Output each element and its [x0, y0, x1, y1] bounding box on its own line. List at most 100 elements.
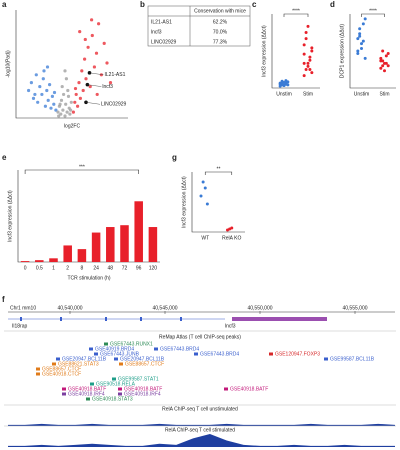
peak-label: GSE40919.BRD4 [95, 346, 134, 352]
peak [89, 347, 93, 351]
panel-label: e [2, 153, 7, 162]
point [302, 43, 306, 47]
point [381, 49, 385, 53]
point-label: IL21-AS1 [105, 72, 126, 78]
point [59, 98, 64, 102]
peak [114, 357, 118, 361]
point [58, 102, 62, 106]
point [66, 94, 71, 98]
x-tick-label: WT [201, 235, 209, 241]
point [379, 56, 383, 60]
point [57, 114, 61, 118]
x-tick-label: 120 [149, 265, 158, 271]
peak [112, 377, 116, 381]
point [304, 31, 308, 34]
point [49, 106, 53, 110]
peak-label: GSE67443.RUNX1 [110, 341, 153, 347]
bar [91, 232, 101, 262]
point [358, 32, 362, 36]
peak [90, 382, 94, 386]
peak-label: GSE88621.STAT3 [58, 361, 99, 367]
x-tick-label: 0 [24, 265, 27, 271]
point [304, 68, 308, 71]
peak [56, 357, 60, 361]
peak [52, 362, 56, 366]
point [45, 65, 50, 69]
gene-exon [105, 317, 107, 321]
table-cell: 62.2% [213, 19, 228, 25]
point [302, 52, 306, 56]
coordinate: 40,540,000 [57, 305, 82, 311]
signal-track [8, 434, 395, 447]
chrom-label: Chr1 mm10 [10, 305, 36, 311]
gene-exon [20, 317, 22, 321]
point [64, 77, 68, 81]
point [74, 92, 78, 97]
track-label: RelA ChIP-seq T cell stimulated [165, 427, 235, 433]
x-tick-label: 1 [52, 265, 55, 271]
peak [118, 387, 122, 391]
table-cell: 77.3% [213, 39, 228, 45]
peak [118, 392, 122, 396]
bar [49, 258, 58, 262]
point [304, 37, 308, 41]
point [43, 104, 48, 108]
table-cell: IL21-AS1 [151, 19, 172, 25]
significance: **** [369, 8, 377, 14]
y-axis-label: DCP1 expression (ΔΔct) [339, 24, 345, 79]
significance: *** [79, 164, 85, 170]
peak-label: GSE20947.BCL11B [62, 356, 107, 362]
peak-label: GSE40918.BATF [230, 386, 268, 392]
significance: **** [292, 8, 300, 14]
peak-label: GSE20947.BCL11B [120, 356, 165, 362]
table-cell: LINC02929 [151, 39, 177, 45]
panel-label: b [140, 0, 145, 9]
point [360, 42, 363, 46]
point [379, 59, 383, 63]
point [361, 22, 365, 26]
table-cell: 70.0% [213, 29, 228, 35]
peak [154, 347, 158, 351]
point [56, 110, 60, 114]
point [306, 64, 310, 68]
coordinate: 40,545,000 [152, 305, 177, 311]
point [40, 92, 44, 97]
gene-exon [180, 317, 182, 321]
peak-label: GSE40918.IRF4 [68, 391, 105, 397]
peak [224, 387, 228, 391]
point [80, 69, 84, 73]
peak-label: GSE40918.CTCF [42, 371, 81, 377]
bar [35, 260, 44, 262]
significance-bracket [204, 171, 233, 175]
peak [269, 352, 273, 356]
point [52, 90, 57, 95]
point [42, 69, 46, 73]
point [310, 71, 314, 75]
point [302, 74, 306, 78]
point [99, 73, 103, 77]
point [78, 30, 82, 34]
peak-label: GSE99587.STAT1 [118, 376, 159, 382]
point [76, 104, 80, 108]
point [33, 92, 37, 97]
y-axis-label: lncf3 expression (ΔΔct) [181, 176, 187, 228]
gene-exon [60, 317, 62, 321]
point [63, 69, 67, 73]
point [34, 73, 38, 77]
point [358, 27, 362, 31]
point [97, 22, 101, 26]
point [83, 57, 87, 61]
x-tick-label: 72 [122, 265, 128, 271]
x-tick-label: 0.5 [36, 265, 43, 271]
point [363, 56, 367, 60]
remap-title: ReMap Atlas (T cell ChIP-seq peaks) [159, 334, 241, 340]
point [379, 66, 383, 70]
point [384, 61, 388, 65]
x-tick-label: Unstim [354, 91, 370, 97]
point [60, 84, 64, 89]
point [361, 39, 365, 43]
peak [36, 372, 40, 376]
point [50, 94, 55, 98]
panel-label: f [2, 295, 5, 304]
